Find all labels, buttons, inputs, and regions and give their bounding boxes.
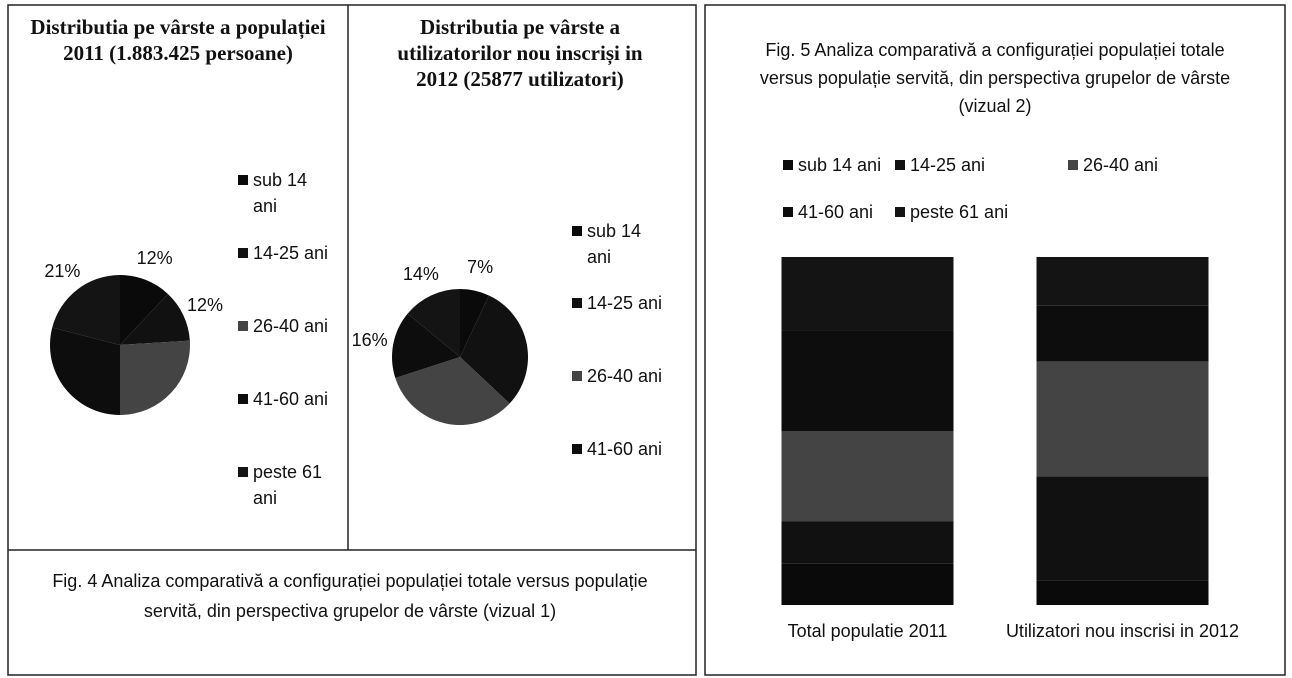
- bar-segment: [781, 431, 954, 522]
- pie-slice: [120, 293, 190, 345]
- legend-label: 14-25 ani: [587, 293, 663, 313]
- legend-swatch: [238, 248, 248, 258]
- data-label: 21%: [44, 260, 81, 281]
- x-tick-label: Total populatie 2011: [787, 621, 948, 641]
- legend-item: 41-60 ani: [783, 199, 953, 225]
- legend-swatch: [572, 444, 582, 454]
- legend-label: peste 61 ani: [253, 462, 323, 508]
- legend-swatch: [783, 207, 793, 217]
- legend-label: 41-60 ani: [253, 389, 329, 409]
- chart-title: Distributia pe vârste a utilizatorilor n…: [397, 15, 643, 91]
- legend-label: 26-40 ani: [587, 366, 663, 386]
- legend-swatch: [238, 394, 248, 404]
- legend-label: peste 61 ani: [910, 202, 1009, 222]
- bar-segment: [1036, 257, 1209, 306]
- pie-slice: [407, 289, 460, 357]
- legend-label: 26-40 ani: [253, 316, 329, 336]
- figure-4-frame: [7, 4, 697, 676]
- bar-segment: [781, 563, 954, 605]
- legend-swatch: [572, 226, 582, 236]
- legend-label: sub 14 ani: [587, 221, 642, 267]
- bar-segment: [1036, 580, 1209, 605]
- legend-item: sub 14 ani: [783, 152, 953, 178]
- data-label: 16%: [351, 329, 388, 350]
- data-label: 12%: [136, 247, 173, 268]
- pie-slice: [460, 295, 528, 404]
- x-tick-label: Utilizatori nou inscrisi in 2012: [1005, 621, 1240, 641]
- legend-item: peste 61 ani: [895, 199, 1065, 225]
- legend-swatch: [238, 321, 248, 331]
- legend-swatch: [895, 207, 905, 217]
- pie-slice: [49, 327, 120, 415]
- legend-item: 14-25 ani: [238, 240, 333, 266]
- legend-item: 26-40 ani: [1068, 152, 1238, 178]
- legend-item: 14-25 ani: [895, 152, 1065, 178]
- legend-swatch: [572, 371, 582, 381]
- legend-swatch: [238, 175, 248, 185]
- legend-swatch: [783, 160, 793, 170]
- chart-title: Fig. 5 Analiza comparativă a configurați…: [759, 40, 1231, 116]
- bar-segment: [1036, 476, 1209, 581]
- legend-item: sub 14 ani: [572, 218, 667, 270]
- bar-segment: [781, 521, 954, 564]
- bar-segment: [781, 257, 954, 331]
- chart-title: Distributia pe vârste a populației 2011 …: [30, 15, 326, 65]
- legend-item: 26-40 ani: [238, 313, 333, 339]
- bar-segment: [1036, 361, 1209, 477]
- pie-slice: [120, 275, 168, 345]
- legend-label: sub 14 ani: [798, 155, 882, 175]
- pie-slice: [392, 313, 460, 379]
- legend-swatch: [1068, 160, 1078, 170]
- legend-item: 41-60 ani: [572, 436, 667, 462]
- legend-item: sub 14 ani: [238, 167, 333, 219]
- legend-swatch: [238, 467, 248, 477]
- legend-swatch: [572, 298, 582, 308]
- pie-slice: [120, 340, 190, 415]
- legend-item: 26-40 ani: [572, 363, 667, 389]
- legend-label: 26-40 ani: [1083, 155, 1159, 175]
- bar-segment: [1036, 305, 1209, 362]
- pie-slice: [460, 289, 489, 357]
- legend-item: peste 61 ani: [238, 459, 333, 511]
- legend-label: 14-25 ani: [910, 155, 986, 175]
- figure-caption: Fig. 4 Analiza comparativă a configurați…: [52, 571, 648, 621]
- legend-label: 14-25 ani: [253, 243, 329, 263]
- data-label: 12%: [187, 294, 224, 315]
- pie-slice: [52, 275, 120, 345]
- legend-label: 41-60 ani: [587, 439, 663, 459]
- bar-segment: [781, 330, 954, 431]
- legend-swatch: [895, 160, 905, 170]
- legend-label: sub 14 ani: [253, 170, 308, 216]
- legend-label: 41-60 ani: [798, 202, 874, 222]
- pie-slice: [395, 357, 510, 425]
- legend-item: 41-60 ani: [238, 386, 333, 412]
- legend-item: 14-25 ani: [572, 290, 667, 316]
- data-label: 7%: [467, 257, 494, 278]
- figure-5-frame: [704, 4, 1286, 676]
- data-label: 14%: [402, 263, 439, 284]
